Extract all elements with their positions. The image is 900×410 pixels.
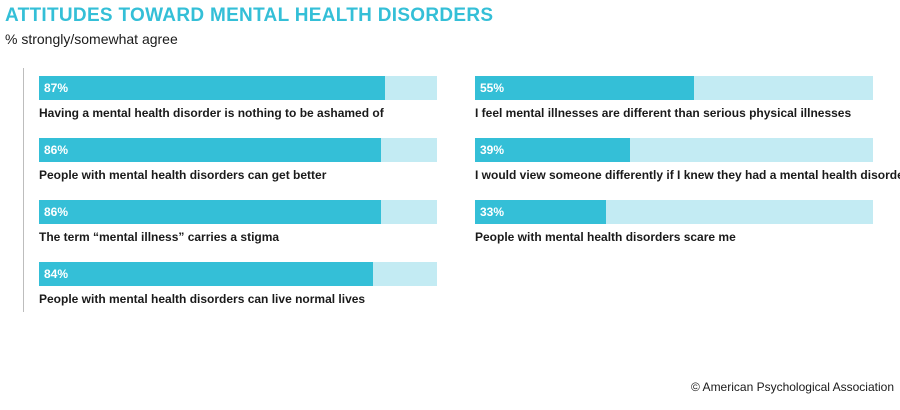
chart-title: ATTITUDES TOWARD MENTAL HEALTH DISORDERS bbox=[5, 5, 494, 26]
chart-subtitle: % strongly/somewhat agree bbox=[5, 31, 178, 47]
bar-item: 86% People with mental health disorders c… bbox=[39, 138, 437, 186]
bar-value-label: 86% bbox=[44, 205, 69, 219]
bar-value-label: 84% bbox=[44, 267, 69, 281]
bar-item: 86% The term “mental illness” carries a s… bbox=[39, 200, 437, 248]
bar bbox=[475, 200, 607, 224]
category-label: Having a mental health disorder is nothi… bbox=[39, 106, 384, 120]
copyright-credit: © American Psychological Association bbox=[691, 380, 894, 394]
bar-value-label: 55% bbox=[480, 81, 505, 95]
category-label: People with mental health disorders can … bbox=[39, 168, 327, 182]
bar-value-label: 86% bbox=[44, 143, 69, 157]
bar-item: 84% People with mental health disorders c… bbox=[39, 262, 437, 310]
bar bbox=[475, 138, 631, 162]
bar bbox=[475, 76, 694, 100]
left-divider-line bbox=[23, 68, 24, 312]
category-label: People with mental health disorders can … bbox=[39, 292, 366, 306]
bar bbox=[39, 262, 374, 286]
bar-item: 87% Having a mental health disorder is no… bbox=[39, 76, 437, 124]
bar-value-label: 39% bbox=[480, 143, 505, 157]
bar-value-label: 87% bbox=[44, 81, 69, 95]
bar-item: 39% I would view someone differently if I… bbox=[475, 138, 900, 186]
bar-item: 55% I feel mental illnesses are different… bbox=[475, 76, 873, 124]
category-label: I would view someone differently if I kn… bbox=[475, 168, 900, 182]
category-label: The term “mental illness” carries a stig… bbox=[39, 230, 280, 244]
bar-value-label: 33% bbox=[480, 205, 505, 219]
bar bbox=[39, 76, 386, 100]
category-label: I feel mental illnesses are different th… bbox=[475, 106, 852, 120]
bar-item: 33% People with mental health disorders s… bbox=[475, 200, 873, 248]
category-label: People with mental health disorders scar… bbox=[475, 230, 736, 244]
bar bbox=[39, 138, 382, 162]
bar bbox=[39, 200, 382, 224]
